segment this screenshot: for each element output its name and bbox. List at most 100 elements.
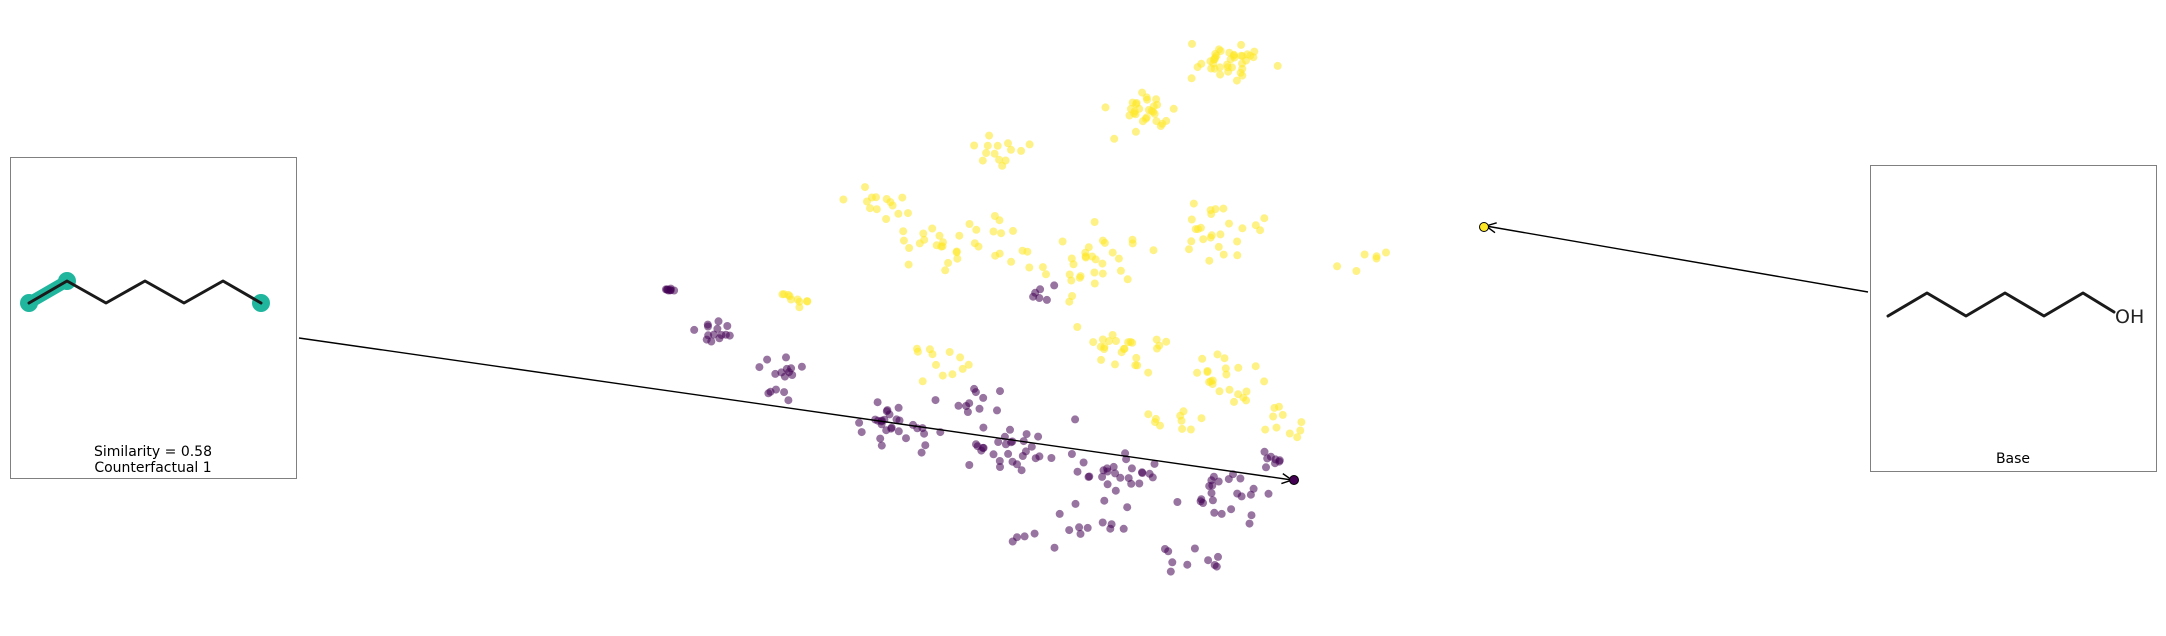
embedding-point-low: [1236, 474, 1245, 483]
embedding-point-high: [1242, 396, 1251, 405]
embedding-point-low: [725, 331, 734, 340]
embedding-point-low: [917, 448, 926, 457]
embedding-point-high: [1219, 204, 1228, 213]
embedding-point-low: [1150, 459, 1159, 468]
embedding-point-low: [1217, 509, 1226, 518]
embedding-point-low: [993, 406, 1001, 415]
embedding-point-high: [941, 266, 950, 275]
embedding-point-high: [1162, 116, 1171, 125]
embedding-point-low: [996, 463, 1004, 471]
embedding-point-low: [873, 398, 882, 407]
embedding-point-high: [989, 227, 998, 236]
carbon-chain-bonds: [1886, 291, 2116, 318]
embedding-point-low: [979, 393, 988, 402]
embedding-point-high: [1058, 237, 1067, 246]
embedding-point-low: [1210, 561, 1219, 569]
embedding-point-high: [1017, 146, 1026, 155]
counterfactual-point: [1289, 475, 1299, 485]
embedding-point-low: [780, 372, 789, 381]
embedding-point-high: [1089, 338, 1098, 347]
embedding-point-high: [1090, 279, 1099, 288]
embedding-point-high: [997, 229, 1006, 238]
embedding-point-low: [1098, 472, 1107, 481]
embedding-point-high: [1229, 51, 1238, 60]
embedding-point-high: [1233, 237, 1242, 246]
embedding-point-high: [882, 195, 891, 203]
embedding-point-low: [1050, 281, 1059, 290]
embedding-point-high: [872, 205, 881, 214]
base-panel: OH Base: [1870, 165, 2157, 472]
embedding-point-high: [894, 209, 903, 218]
embedding-point-high: [1131, 127, 1140, 136]
embedding-point-high: [1130, 107, 1139, 116]
embedding-point-low: [1106, 524, 1115, 533]
embedding-point-high: [1007, 145, 1015, 154]
embedding-point-low: [1168, 558, 1177, 567]
embedding-point-high: [1009, 226, 1017, 235]
embedding-point-low: [892, 415, 901, 424]
embedding-point-low: [931, 396, 940, 405]
embedding-point-high: [1096, 342, 1105, 351]
embedding-point-high: [1073, 323, 1082, 331]
embedding-point-high: [1269, 412, 1278, 421]
embedding-point-low: [1067, 450, 1076, 458]
embedding-point-low: [1210, 508, 1219, 517]
embedding-point-high: [1114, 254, 1123, 263]
embedding-point-low: [989, 450, 998, 459]
embedding-point-low: [1127, 479, 1136, 488]
embedding-point-high: [1216, 230, 1225, 239]
embedding-point-high: [1108, 248, 1117, 257]
embedding-point-high: [905, 244, 914, 252]
embedding-point-low: [1050, 543, 1059, 552]
embedding-point-high: [1220, 354, 1229, 363]
embedding-point-high: [1187, 237, 1196, 246]
embedding-point-high: [1234, 363, 1243, 372]
embedding-point-low: [963, 408, 972, 416]
similarity-label: Similarity = 0.58: [94, 444, 212, 460]
embedding-point-high: [1132, 353, 1141, 362]
embedding-point-low: [714, 317, 723, 326]
embedding-point-high: [1216, 70, 1225, 79]
embedding-point-low: [1205, 482, 1214, 491]
embedding-point-low: [1004, 449, 1013, 458]
embedding-point-high: [944, 258, 953, 267]
embedding-point-low: [1119, 524, 1128, 533]
hydroxyl-label: OH: [2115, 306, 2144, 328]
embedding-point-low: [1020, 532, 1029, 541]
embedding-point-high: [1233, 251, 1242, 260]
embedding-point-low: [1006, 425, 1014, 434]
embedding-point-low: [1065, 526, 1074, 535]
embedding-point-low: [1055, 509, 1064, 518]
embedding-point-high: [1185, 245, 1193, 254]
embedding-point-high: [1223, 60, 1232, 69]
embedding-point-low: [1247, 511, 1256, 520]
counterfactual-arrow: [298, 337, 1292, 480]
embedding-point-high: [1108, 331, 1117, 339]
embedding-point-high: [1144, 410, 1153, 419]
embedding-point-low: [1207, 489, 1216, 498]
embedding-point-high: [1273, 61, 1282, 70]
embedding-point-high: [913, 344, 921, 353]
embedding-point-high: [1297, 418, 1306, 427]
embedding-point-high: [982, 149, 991, 157]
embedding-point-high: [899, 236, 908, 245]
embedding-point-low: [855, 418, 864, 427]
embedding-point-high: [1042, 270, 1050, 279]
base-arrow: [1486, 226, 1869, 293]
embedding-point-high: [867, 193, 876, 202]
embedding-point-high: [1142, 113, 1151, 122]
embedding-point-low: [877, 441, 886, 450]
embedding-point-low: [1008, 457, 1017, 466]
embedding-point-low: [1204, 556, 1213, 565]
embedding-point-high: [888, 201, 897, 210]
embedding-point-low: [1017, 466, 1026, 475]
embedding-point-high: [1090, 268, 1099, 277]
base-point: [1479, 222, 1489, 232]
embedding-point-high: [928, 350, 937, 359]
embedding-point-high: [935, 231, 944, 240]
embedding-point-low: [1264, 489, 1273, 498]
embedding-point-high: [995, 155, 1003, 164]
embedding-point-low: [1079, 458, 1088, 467]
embedding-point-high: [972, 225, 981, 234]
embedding-point-high: [1225, 385, 1234, 394]
